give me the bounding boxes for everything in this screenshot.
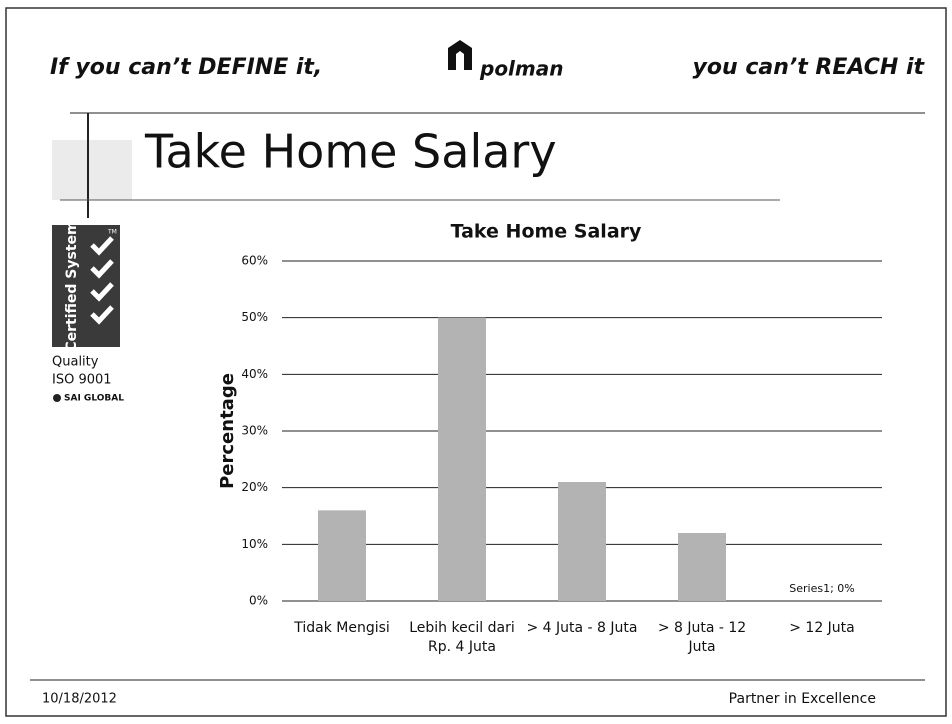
- x-tick-label: > 12 Juta: [789, 620, 855, 636]
- badge-line2: ISO 9001: [52, 373, 112, 388]
- badge-issuer: SAI GLOBAL: [64, 394, 124, 404]
- y-tick-label: 30%: [241, 424, 268, 438]
- badge-checks: [90, 236, 114, 325]
- y-tick-label: 40%: [241, 367, 268, 381]
- badge-line1: Quality: [52, 355, 99, 370]
- deco: [52, 140, 132, 200]
- slide-border: [5, 7, 947, 717]
- footer-date: 10/18/2012: [42, 692, 117, 707]
- y-tick-label: 60%: [241, 254, 268, 268]
- x-tick-label: > 4 Juta - 8 Juta: [526, 620, 638, 636]
- footer-tagline: Partner in Excellence: [729, 691, 876, 707]
- y-tick-label: 20%: [241, 480, 268, 494]
- logo-text: polman: [479, 57, 564, 81]
- bar: [678, 533, 726, 601]
- y-tick-label: 0%: [249, 594, 268, 608]
- bar: [318, 510, 366, 601]
- logo-icon: [448, 40, 472, 70]
- y-tick-label: 50%: [241, 310, 268, 324]
- bar: [558, 482, 606, 601]
- value-label: Series1; 0%: [789, 582, 854, 595]
- chart-title: Take Home Salary: [451, 221, 642, 243]
- y-axis-label: Percentage: [217, 373, 238, 489]
- slide-title: Take Home Salary: [144, 125, 557, 179]
- x-tick-label: > 8 Juta - 12 Juta: [657, 620, 747, 655]
- issuer-dot: [53, 394, 61, 402]
- badge-tm: TM: [107, 229, 117, 236]
- bar: [438, 317, 486, 601]
- header-right: you can’t REACH it: [693, 55, 926, 80]
- x-tick-label: Tidak Mengisi: [294, 620, 390, 636]
- x-tick-label: Lebih kecil dari Rp. 4 Juta: [409, 620, 515, 655]
- header-left: If you can’t DEFINE it,: [50, 55, 322, 80]
- y-tick-label: 10%: [241, 537, 268, 551]
- badge-mark: Certified System: [64, 220, 80, 351]
